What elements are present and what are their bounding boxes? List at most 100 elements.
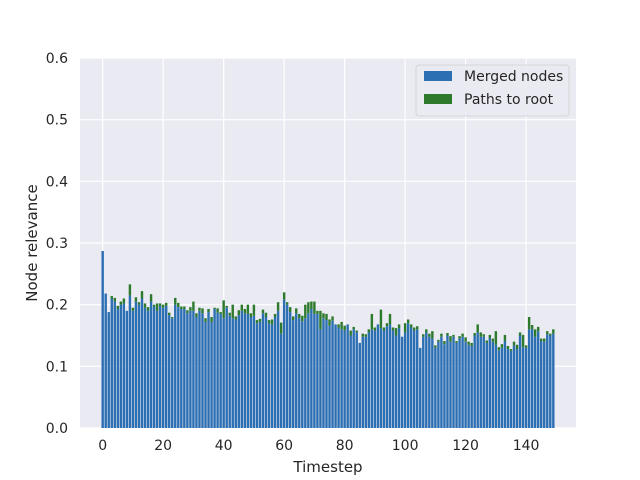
bar-merged-nodes <box>107 312 110 428</box>
bar-merged-nodes <box>340 329 343 428</box>
bar-merged-nodes <box>391 330 395 428</box>
bar-merged-nodes <box>397 328 401 428</box>
bar-paths-to-root <box>488 334 492 338</box>
bar-paths-to-root <box>391 327 395 331</box>
bar-paths-to-root <box>243 308 247 314</box>
bar-merged-nodes <box>140 298 144 428</box>
bar-merged-nodes <box>361 336 364 428</box>
legend-swatch-paths-to-root <box>424 94 452 104</box>
bar-merged-nodes <box>192 310 195 428</box>
bar-merged-nodes <box>149 301 153 428</box>
bar-merged-nodes <box>458 338 461 428</box>
bar-paths-to-root <box>174 297 177 305</box>
bar-paths-to-root <box>270 319 274 325</box>
bar-merged-nodes <box>225 307 228 428</box>
bar-paths-to-root <box>403 323 407 333</box>
bar-paths-to-root <box>506 345 510 350</box>
bar-merged-nodes <box>431 338 434 428</box>
bar-merged-nodes <box>125 310 129 428</box>
bar-merged-nodes <box>180 308 183 428</box>
bar-paths-to-root <box>255 320 259 324</box>
x-tick-label: 140 <box>513 438 540 454</box>
bar-paths-to-root <box>177 302 180 308</box>
bar-paths-to-root <box>143 303 147 308</box>
y-tick-label: 0.1 <box>46 359 68 375</box>
bar-paths-to-root <box>409 324 413 328</box>
bar-merged-nodes <box>101 251 104 428</box>
bar-merged-nodes <box>524 347 528 428</box>
bar-paths-to-root <box>431 331 434 339</box>
bar-paths-to-root <box>198 307 201 311</box>
bar-paths-to-root <box>503 334 507 342</box>
bar-merged-nodes <box>110 298 113 428</box>
bar-merged-nodes <box>304 318 307 428</box>
bar-merged-nodes <box>213 308 216 428</box>
bar-paths-to-root <box>473 333 476 336</box>
bar-merged-nodes <box>295 313 298 428</box>
x-tick-label: 100 <box>392 438 419 454</box>
bar-paths-to-root <box>292 316 295 321</box>
bar-merged-nodes <box>240 310 244 428</box>
bar-merged-nodes <box>446 335 449 428</box>
legend-label-paths-to-root: Paths to root <box>464 92 554 108</box>
bar-merged-nodes <box>394 335 398 428</box>
bar-merged-nodes <box>422 336 425 428</box>
bar-paths-to-root <box>267 320 271 324</box>
bar-paths-to-root <box>310 301 313 309</box>
bar-paths-to-root <box>352 326 355 330</box>
bar-paths-to-root <box>201 308 204 314</box>
bar-merged-nodes <box>515 349 519 428</box>
bar-merged-nodes <box>313 313 316 428</box>
bar-merged-nodes <box>288 312 292 428</box>
bar-paths-to-root <box>343 325 346 331</box>
bar-paths-to-root <box>152 304 156 307</box>
bar-merged-nodes <box>549 335 552 428</box>
bar-paths-to-root <box>171 317 174 319</box>
bar-merged-nodes <box>509 350 513 428</box>
bar-merged-nodes <box>470 345 473 428</box>
bar-merged-nodes <box>425 332 428 428</box>
bar-paths-to-root <box>397 324 401 329</box>
bar-merged-nodes <box>434 347 437 428</box>
bar-paths-to-root <box>113 297 116 302</box>
legend: Merged nodes Paths to root <box>415 64 570 117</box>
bar-paths-to-root <box>231 304 234 319</box>
bar-merged-nodes <box>464 341 467 428</box>
bar-merged-nodes <box>512 345 516 428</box>
bar-merged-nodes <box>319 329 322 428</box>
bar-paths-to-root <box>322 313 325 319</box>
y-tick-label: 0.6 <box>46 51 68 67</box>
bar-paths-to-root <box>536 326 540 332</box>
y-tick-label: 0.2 <box>46 298 68 314</box>
bar-merged-nodes <box>143 307 147 428</box>
bar-paths-to-root <box>237 310 240 316</box>
bar-paths-to-root <box>425 329 428 333</box>
bar-merged-nodes <box>216 312 219 428</box>
bar-merged-nodes <box>331 320 334 428</box>
bar-paths-to-root <box>192 301 195 311</box>
bar-paths-to-root <box>364 334 368 337</box>
bar-paths-to-root <box>228 312 231 316</box>
bar-merged-nodes <box>530 329 534 428</box>
bar-paths-to-root <box>164 302 168 306</box>
bar-merged-nodes <box>376 324 380 428</box>
bar-merged-nodes <box>189 310 192 428</box>
bar-paths-to-root <box>264 312 268 317</box>
bar-paths-to-root <box>446 333 449 336</box>
bar-merged-nodes <box>355 332 358 428</box>
bar-paths-to-root <box>452 334 455 337</box>
bar-merged-nodes <box>412 330 416 428</box>
bar-merged-nodes <box>301 321 304 428</box>
bar-merged-nodes <box>497 350 501 428</box>
bar-merged-nodes <box>533 336 537 428</box>
bar-merged-nodes <box>198 310 201 428</box>
bar-merged-nodes <box>385 326 389 428</box>
bar-merged-nodes <box>485 342 488 428</box>
bar-merged-nodes <box>137 304 141 428</box>
bar-paths-to-root <box>394 328 398 336</box>
bar-paths-to-root <box>476 324 479 333</box>
bar-paths-to-root <box>252 304 256 316</box>
bar-paths-to-root <box>146 307 150 311</box>
bar-merged-nodes <box>518 335 522 428</box>
bar-merged-nodes <box>419 347 422 428</box>
